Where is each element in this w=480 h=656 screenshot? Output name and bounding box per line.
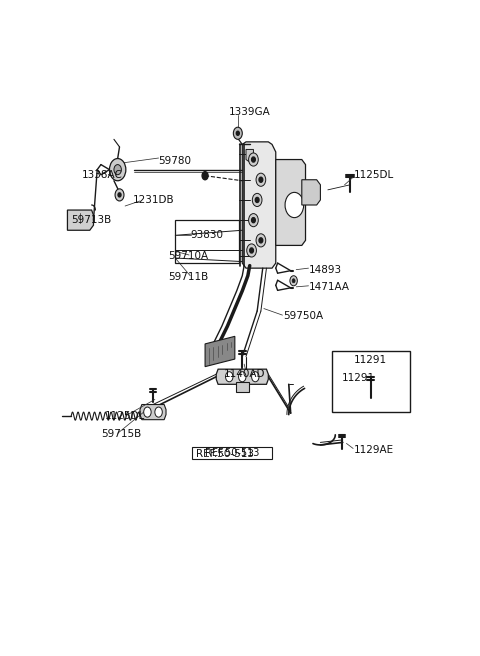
Text: 59780: 59780	[158, 155, 192, 165]
Text: 1471AA: 1471AA	[309, 282, 350, 292]
Text: 1125DL: 1125DL	[105, 411, 145, 421]
Text: REF.50-513: REF.50-513	[205, 448, 259, 458]
Circle shape	[115, 189, 124, 201]
Circle shape	[252, 218, 255, 222]
Text: REF.50-513: REF.50-513	[196, 449, 254, 459]
Circle shape	[239, 372, 246, 382]
Circle shape	[247, 244, 256, 257]
Text: 11291: 11291	[354, 354, 387, 365]
Polygon shape	[67, 210, 94, 230]
Circle shape	[226, 372, 233, 382]
Text: 1231DB: 1231DB	[132, 195, 174, 205]
Text: 59750A: 59750A	[283, 311, 324, 321]
Polygon shape	[140, 405, 166, 420]
Text: 1129AE: 1129AE	[354, 445, 394, 455]
Circle shape	[202, 172, 208, 180]
Circle shape	[118, 193, 121, 197]
Circle shape	[114, 165, 121, 174]
Circle shape	[256, 234, 266, 247]
Circle shape	[252, 372, 259, 382]
Text: 1339GA: 1339GA	[229, 106, 271, 117]
Bar	[192, 447, 272, 459]
Circle shape	[109, 159, 126, 181]
Polygon shape	[216, 369, 268, 384]
Circle shape	[256, 173, 266, 186]
Circle shape	[250, 248, 253, 253]
Text: 11291: 11291	[342, 373, 375, 382]
Bar	[236, 382, 249, 392]
Text: 1125DL: 1125DL	[354, 170, 394, 180]
Polygon shape	[246, 150, 253, 162]
Circle shape	[236, 131, 240, 135]
Polygon shape	[302, 180, 321, 205]
Text: 93830: 93830	[190, 230, 223, 240]
Polygon shape	[242, 142, 276, 268]
Text: 14893: 14893	[309, 264, 342, 275]
Bar	[175, 220, 239, 263]
Polygon shape	[276, 159, 305, 245]
Circle shape	[252, 157, 255, 162]
Circle shape	[249, 153, 258, 166]
Circle shape	[144, 407, 151, 417]
Circle shape	[155, 407, 162, 417]
Circle shape	[259, 238, 263, 243]
Circle shape	[290, 276, 297, 286]
Text: 59711B: 59711B	[168, 272, 208, 281]
Circle shape	[285, 192, 304, 218]
Text: 1140AD: 1140AD	[224, 369, 265, 379]
Text: 1338AC: 1338AC	[82, 170, 122, 180]
Circle shape	[292, 279, 295, 283]
Circle shape	[255, 197, 259, 203]
Polygon shape	[205, 337, 235, 367]
Circle shape	[252, 194, 262, 207]
Text: 59713B: 59713B	[71, 215, 111, 225]
Text: 59715B: 59715B	[101, 429, 141, 440]
Bar	[332, 352, 410, 412]
Circle shape	[259, 177, 263, 182]
Circle shape	[233, 127, 242, 139]
Text: 59710A: 59710A	[168, 251, 208, 260]
Circle shape	[249, 214, 258, 227]
